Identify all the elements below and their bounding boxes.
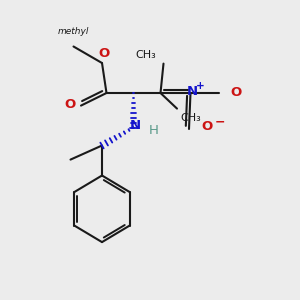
Text: O: O bbox=[230, 86, 242, 99]
Text: N: N bbox=[186, 85, 198, 98]
Text: O: O bbox=[98, 47, 109, 61]
Text: H: H bbox=[149, 124, 159, 137]
Text: +: + bbox=[196, 81, 205, 92]
Text: N: N bbox=[129, 118, 141, 132]
Text: O: O bbox=[201, 120, 212, 133]
Text: CH₃: CH₃ bbox=[180, 112, 201, 123]
Text: CH₃: CH₃ bbox=[135, 50, 156, 60]
Text: −: − bbox=[214, 115, 225, 128]
Text: O: O bbox=[64, 98, 75, 112]
Text: methyl: methyl bbox=[58, 27, 89, 36]
